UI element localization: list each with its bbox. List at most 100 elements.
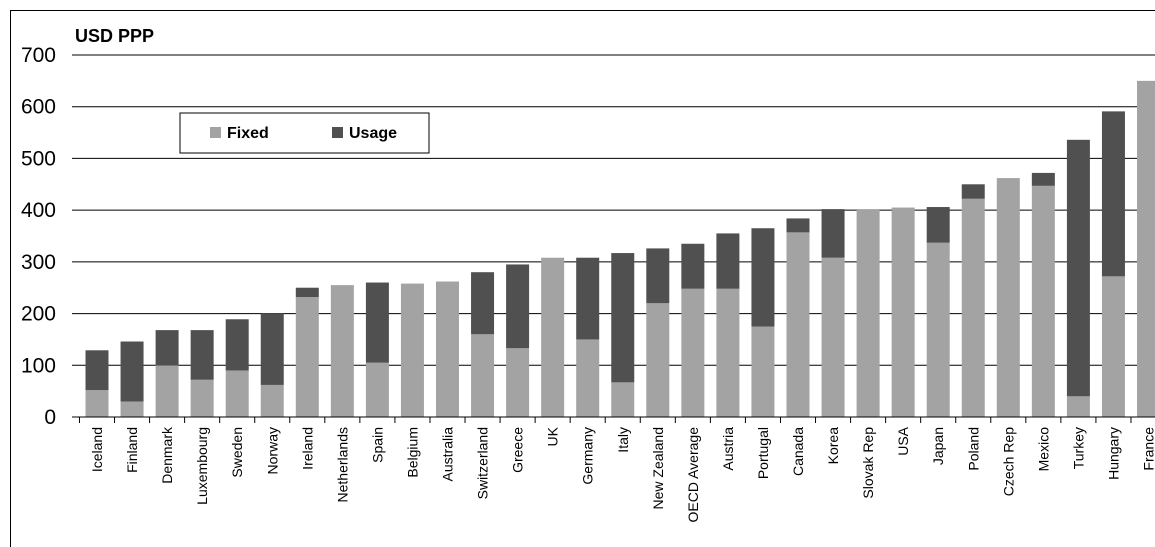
y-tick-label: 500	[21, 147, 56, 170]
y-tick-label: 700	[21, 44, 56, 67]
x-tick-label: Mexico	[1035, 427, 1051, 472]
x-tick-label: Iceland	[89, 427, 105, 472]
bar-fixed-norway	[260, 384, 284, 417]
bar-fixed-ireland	[295, 297, 319, 417]
bar-usage-greece	[506, 264, 530, 349]
bar-usage-hungary	[1101, 111, 1125, 277]
bar-fixed-sweden	[225, 370, 249, 417]
x-tick-label: Germany	[580, 427, 596, 485]
bar-fixed-poland	[961, 198, 985, 417]
bar-usage-iceland	[85, 350, 109, 391]
bar-usage-ireland	[295, 287, 319, 298]
bar-fixed-germany	[576, 339, 600, 417]
legend-swatch-fixed	[210, 127, 221, 138]
bar-usage-canada	[786, 218, 810, 233]
x-tick-label: Korea	[825, 427, 841, 465]
bars	[85, 80, 1155, 417]
bar-usage-germany	[576, 257, 600, 340]
y-axis-label: USD PPP	[75, 26, 154, 46]
bar-usage-spain	[365, 282, 389, 363]
bar-fixed-czech-rep	[996, 178, 1020, 417]
bar-usage-korea	[821, 209, 845, 258]
x-tick-label: Netherlands	[334, 427, 350, 503]
bar-usage-sweden	[225, 319, 249, 371]
bar-fixed-portugal	[751, 326, 775, 417]
x-tick-label: Turkey	[1070, 427, 1086, 469]
x-tick-label: Denmark	[159, 426, 175, 484]
x-tick-label: Greece	[510, 427, 526, 473]
bar-usage-denmark	[155, 330, 179, 366]
x-tick-label: Czech Rep	[1000, 427, 1016, 496]
bar-fixed-new-zealand	[646, 303, 670, 417]
bar-fixed-switzerland	[471, 334, 495, 417]
x-axis-labels: Iceland Finland Denmark Luxembourg Sweden Nor…	[78, 417, 1155, 523]
x-tick-label: Portugal	[755, 427, 771, 479]
bar-fixed-japan	[926, 242, 950, 417]
bar-fixed-uk	[541, 257, 565, 417]
y-tick-label: 0	[44, 406, 56, 429]
bar-usage-switzerland	[471, 272, 495, 335]
legend-label-fixed: Fixed	[227, 125, 269, 142]
x-tick-label: Austria	[720, 427, 736, 471]
legend-swatch-usage	[332, 127, 343, 138]
bar-fixed-france	[1137, 80, 1155, 417]
x-tick-label: Belgium	[404, 427, 420, 478]
bar-usage-italy	[611, 253, 635, 383]
x-tick-label: Spain	[369, 427, 385, 463]
x-tick-label: USA	[895, 426, 911, 455]
bar-fixed-denmark	[155, 365, 179, 417]
y-tick-label: 400	[21, 199, 56, 222]
bar-fixed-turkey	[1066, 396, 1090, 417]
x-tick-label: Ireland	[299, 427, 315, 470]
bar-usage-new-zealand	[646, 248, 670, 304]
bar-fixed-australia	[436, 281, 459, 417]
bar-fixed-spain	[365, 362, 389, 417]
bar-usage-poland	[961, 184, 985, 199]
bar-fixed-iceland	[85, 390, 109, 417]
legend-label-usage: Usage	[349, 125, 397, 142]
y-axis-ticks: 0 100 200 300 400 500 600 700	[21, 44, 56, 429]
x-tick-label: Hungary	[1105, 427, 1121, 480]
x-tick-label: Luxembourg	[194, 427, 210, 505]
x-tick-label: France	[1141, 427, 1155, 471]
y-tick-label: 600	[21, 96, 56, 119]
legend: Fixed Usage	[179, 112, 430, 154]
x-tick-label: Norway	[264, 427, 280, 474]
bar-fixed-italy	[611, 382, 635, 417]
bar-usage-finland	[120, 341, 144, 402]
bar-usage-mexico	[1031, 172, 1055, 186]
x-tick-label: Canada	[790, 427, 806, 476]
x-tick-label: Poland	[965, 427, 981, 471]
bar-fixed-korea	[821, 257, 845, 417]
bar-fixed-greece	[506, 348, 530, 417]
x-tick-label: Sweden	[229, 427, 245, 478]
x-tick-label: Japan	[930, 427, 946, 465]
x-tick-label: Australia	[440, 427, 456, 482]
bar-usage-austria	[716, 233, 740, 289]
x-tick-label: OECD Average	[685, 427, 701, 523]
bar-fixed-mexico	[1031, 185, 1055, 417]
bar-fixed-usa	[891, 207, 915, 417]
bar-usage-norway	[260, 313, 284, 385]
bar-usage-portugal	[751, 228, 775, 327]
bar-usage-oecd-average	[681, 243, 705, 289]
bar-fixed-slovak-rep	[856, 209, 880, 417]
x-tick-label: New Zealand	[650, 427, 666, 510]
y-tick-label: 100	[21, 354, 56, 377]
legend-box	[179, 112, 430, 154]
bar-fixed-netherlands	[330, 285, 354, 417]
x-tick-label: UK	[545, 426, 561, 446]
bar-fixed-belgium	[400, 283, 424, 417]
bar-fixed-hungary	[1101, 276, 1125, 417]
bar-fixed-luxembourg	[190, 379, 214, 417]
x-tick-label: Switzerland	[475, 427, 491, 499]
bar-fixed-canada	[786, 232, 810, 417]
x-tick-label: Italy	[615, 427, 631, 453]
bar-fixed-finland	[120, 401, 144, 417]
bar-usage-luxembourg	[190, 330, 214, 380]
bar-fixed-austria	[716, 288, 740, 417]
bar-fixed-oecd-average	[681, 288, 705, 417]
y-tick-label: 200	[21, 303, 56, 326]
x-tick-label: Slovak Rep	[860, 427, 876, 499]
